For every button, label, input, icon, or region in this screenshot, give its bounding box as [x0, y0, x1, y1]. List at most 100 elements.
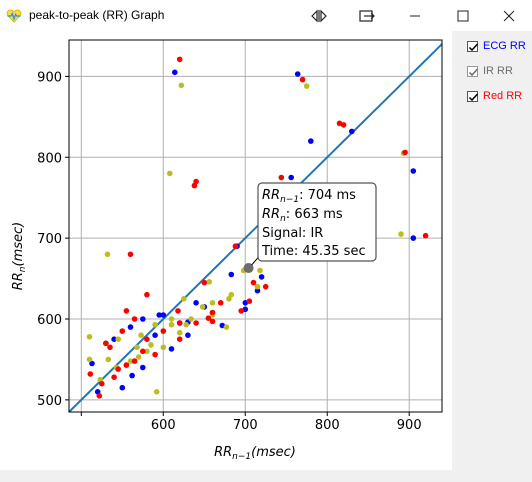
scatter-point-ecg [140, 364, 146, 371]
y-tick-label: 800 [37, 151, 62, 166]
swap-horizontal-icon [311, 9, 327, 22]
svg-text:RRn(msec): RRn(msec) [11, 222, 28, 291]
scatter-point-ir [168, 316, 175, 322]
scatter-point-ir [254, 283, 261, 290]
scatter-point-ir [153, 389, 160, 395]
scatter-point-ecg [228, 271, 235, 278]
window-title: peak-to-peak (RR) Graph [29, 8, 165, 22]
scatter-point-ir [105, 356, 112, 363]
scatter-point-red [278, 174, 285, 181]
red-rr-label: Red RR [483, 90, 523, 102]
y-tick-label: 700 [37, 232, 62, 247]
scatter-point-red [217, 300, 224, 306]
tooltip-prev-rr: 704 ms [308, 188, 357, 203]
scatter-point-ir [135, 354, 142, 360]
scatter-point-ecg [349, 128, 355, 135]
scatter-point-ir [86, 334, 93, 340]
scatter-point-ecg [140, 316, 146, 322]
close-button[interactable] [486, 0, 532, 31]
scatter-point-red [176, 56, 183, 63]
scatter-point-red [131, 316, 138, 322]
x-tick-label: 900 [397, 418, 422, 433]
export-button[interactable] [344, 0, 390, 31]
scatter-point-ecg [193, 300, 199, 306]
ecg-rr-checkbox[interactable] [467, 40, 479, 52]
scatter-point-red [96, 393, 103, 399]
scatter-point-ir [183, 321, 189, 328]
axis-ticks: 600 700 800 900 500 600 700 800 900 [37, 70, 421, 433]
scatter-point-red [340, 122, 347, 128]
identity-line [68, 43, 443, 413]
scatter-point-ir [86, 356, 93, 363]
scatter-point-ecg [185, 332, 191, 339]
scatter-point-red [262, 283, 269, 290]
scatter-point-ir [144, 348, 150, 355]
scatter-point-ir [148, 342, 154, 348]
scatter-point-ir [223, 324, 230, 330]
scatter-point-red [103, 340, 109, 347]
scatter-point-red [191, 182, 198, 189]
scatter-point-red [152, 351, 158, 358]
status-strip [0, 470, 532, 482]
scatter-point-ir [257, 267, 263, 274]
scatter-point-ir [303, 83, 310, 89]
legend-ecg-rr[interactable]: ECG RR [467, 38, 526, 54]
scatter-point-ecg [168, 346, 175, 352]
scatter-point-ecg [308, 138, 314, 144]
scatter-point-red [140, 348, 146, 355]
scatter-point-red [144, 291, 150, 298]
scatter-point-red [175, 308, 181, 314]
scatter-point-red [238, 308, 244, 314]
y-tick-label: 500 [37, 394, 62, 409]
scatter-point-ecg [156, 312, 162, 318]
scatter-point-ecg [172, 69, 178, 76]
scatter-point-ir [188, 316, 194, 322]
tooltip-time: Time: 45.35 sec [261, 244, 366, 259]
y-tick-label: 600 [37, 313, 62, 328]
scatter-point-ir [167, 170, 173, 177]
scatter-point-red [201, 279, 208, 286]
ecg-rr-label: ECG RR [483, 40, 526, 52]
minimize-button[interactable] [392, 0, 438, 31]
scatter-point-ecg [254, 287, 261, 294]
scatter-point-red [160, 328, 167, 334]
x-tick-label: 800 [315, 418, 340, 433]
scatter-point-red [193, 320, 199, 326]
maximize-button[interactable] [440, 0, 486, 31]
svg-text:RRn: 663 ms: RRn: 663 ms [262, 207, 343, 224]
scatter-point-red [299, 76, 306, 83]
scatter-point-red [176, 336, 183, 343]
scatter-point-red [209, 318, 216, 325]
red-rr-checkbox[interactable] [467, 90, 479, 102]
scatter-point-ecg [89, 360, 95, 367]
scatter-point-red [111, 374, 117, 381]
scatter-point-ecg [258, 274, 265, 280]
scatter-point-ir [398, 231, 404, 237]
scatter-point-red [107, 344, 113, 351]
scatter-point-ecg [152, 332, 158, 339]
scatter-point-ir [209, 300, 216, 306]
ir-rr-checkbox[interactable] [467, 65, 479, 77]
swap-layout-button[interactable] [296, 0, 342, 31]
legend-ir-rr[interactable]: IR RR [467, 63, 513, 79]
scatter-point-ecg [119, 384, 126, 391]
minimize-icon [410, 15, 420, 16]
scatter-point-ecg [294, 71, 301, 77]
checkmark-icon [468, 92, 479, 101]
scatter-point-ir [181, 296, 187, 302]
scatter-point-red [87, 371, 94, 377]
scatter-point-red [115, 366, 121, 372]
scatter-point-ecg [160, 312, 167, 318]
x-tick-label: 700 [233, 418, 258, 433]
x-axis-label: RRn−1(msec) [214, 445, 296, 462]
scatter-point-red [205, 315, 212, 322]
scatter-point-red [123, 308, 130, 314]
series-legend: ECG RR IR RR Red RR [452, 31, 532, 482]
scatter-point-red [119, 328, 126, 334]
scatter-point-ir [226, 296, 232, 302]
scatter-point-red [232, 243, 239, 249]
legend-red-rr[interactable]: Red RR [467, 88, 522, 104]
svg-text:RRn−1(msec): RRn−1(msec) [214, 445, 296, 462]
axes-frame [68, 39, 443, 413]
